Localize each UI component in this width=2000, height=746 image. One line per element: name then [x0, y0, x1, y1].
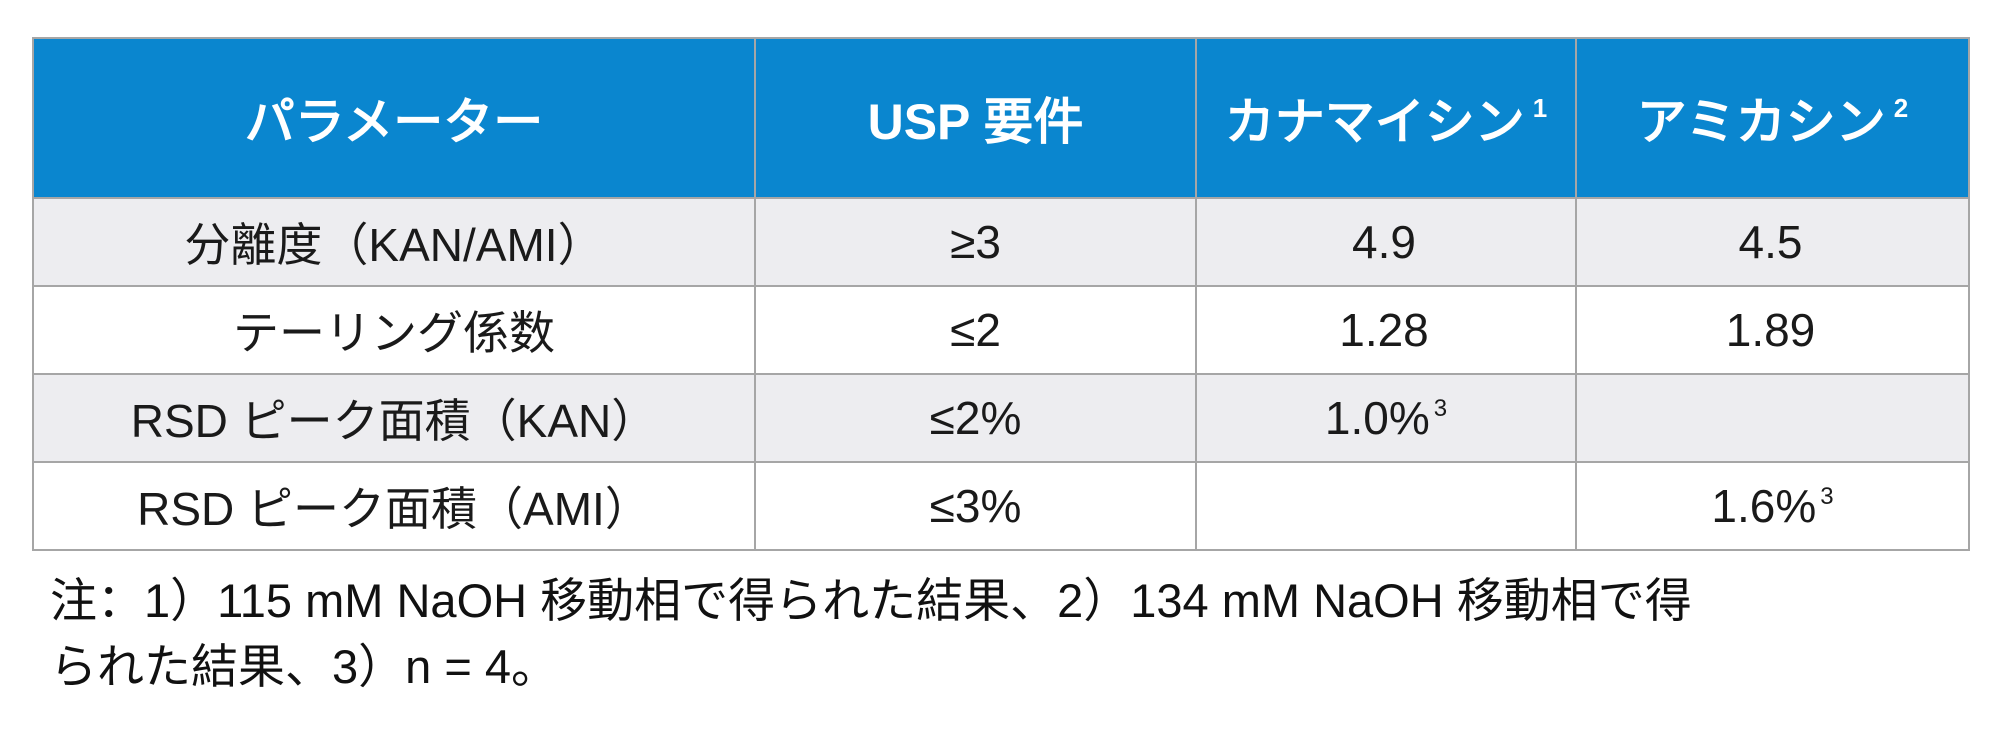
- footnote-marker: 3: [1433, 395, 1448, 422]
- cell-kanamycin: 1.28: [1195, 285, 1577, 375]
- header-amikacin-footnote: 2: [1893, 93, 1909, 123]
- results-table: パラメーター USP 要件 カナマイシン 1 アミカシン 2 分離度（KAN/AMI…: [32, 37, 1970, 551]
- cell-usp: ≤2%: [754, 373, 1197, 463]
- footnote-marker: 3: [1820, 483, 1834, 510]
- footnote-line-2: られた結果、3）n = 4。: [50, 640, 558, 693]
- cell-usp: ≤3%: [754, 461, 1197, 551]
- cell-parameter: RSD ピーク面積（AMI）: [32, 461, 756, 551]
- table-header-row: パラメーター USP 要件 カナマイシン 1 アミカシン 2: [32, 37, 1970, 199]
- cell-usp: ≤2: [754, 285, 1197, 375]
- header-parameter: パラメーター: [32, 37, 756, 199]
- cell-amikacin: [1575, 373, 1970, 463]
- cell-amikacin: 4.5: [1575, 197, 1970, 287]
- cell-kanamycin: 1.0% 3: [1195, 373, 1577, 463]
- cell-kanamycin: [1195, 461, 1577, 551]
- header-amikacin: アミカシン 2: [1575, 37, 1970, 199]
- table-row: RSD ピーク面積（KAN） ≤2% 1.0% 3: [32, 373, 1970, 463]
- results-table-container: パラメーター USP 要件 カナマイシン 1 アミカシン 2 分離度（KAN/AMI…: [32, 37, 1970, 551]
- cell-amikacin: 1.89: [1575, 285, 1970, 375]
- cell-parameter: RSD ピーク面積（KAN）: [32, 373, 756, 463]
- table-row: 分離度（KAN/AMI） ≥3 4.9 4.5: [32, 197, 1970, 287]
- cell-kanamycin: 4.9: [1195, 197, 1577, 287]
- header-kanamycin-footnote: 1: [1532, 93, 1548, 123]
- cell-parameter: テーリング係数: [32, 285, 756, 375]
- cell-amikacin: 1.6% 3: [1575, 461, 1970, 551]
- cell-usp: ≥3: [754, 197, 1197, 287]
- cell-parameter: 分離度（KAN/AMI）: [32, 197, 756, 287]
- table-row: テーリング係数 ≤2 1.28 1.89: [32, 285, 1970, 375]
- table-footnote: 注：1）115 mM NaOH 移動相で得られた結果、2）134 mM NaOH…: [50, 568, 1930, 700]
- footnote-line-1: 注：1）115 mM NaOH 移動相で得られた結果、2）134 mM NaOH…: [50, 574, 1692, 627]
- table-row: RSD ピーク面積（AMI） ≤3% 1.6% 3: [32, 461, 1970, 551]
- header-kanamycin: カナマイシン 1: [1195, 37, 1577, 199]
- header-usp-requirement: USP 要件: [754, 37, 1197, 199]
